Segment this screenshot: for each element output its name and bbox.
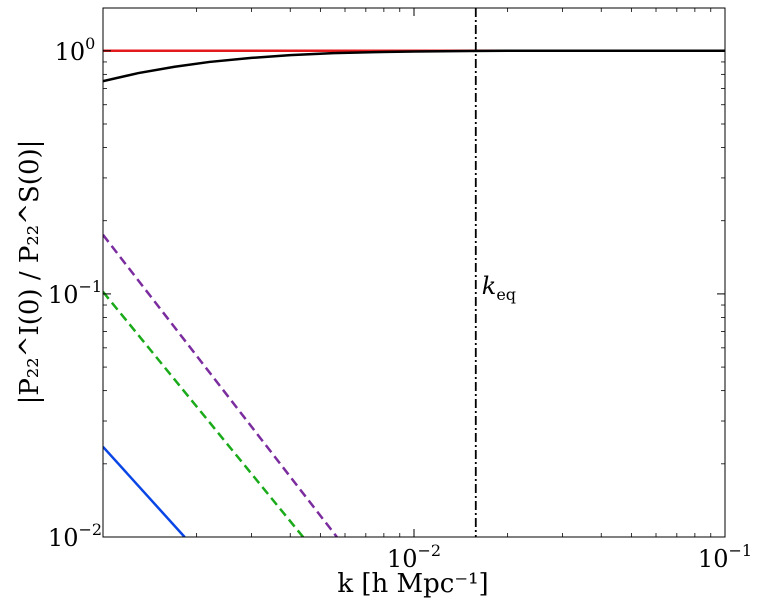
series-line-4 — [103, 291, 305, 537]
y-tick-label-1: 100 — [55, 34, 96, 66]
series-line-5 — [103, 445, 186, 537]
y-axis-label: |P₂₂^I(0) / P₂₂^S(0)| — [15, 140, 45, 405]
series-layer — [103, 49, 725, 537]
plot-frame — [102, 7, 726, 538]
series-line-2 — [103, 49, 725, 83]
x-tick-label-2: 10−1 — [698, 541, 752, 573]
y-tick-label-3: 10−2 — [48, 520, 102, 552]
y-tick-label-2: 10−1 — [48, 277, 102, 309]
x-axis-label: k [h Mpc⁻¹] — [337, 569, 488, 599]
k-eq-label: keq — [482, 272, 516, 304]
vline-layer: keq — [474, 8, 516, 537]
series-line-3 — [103, 234, 338, 537]
